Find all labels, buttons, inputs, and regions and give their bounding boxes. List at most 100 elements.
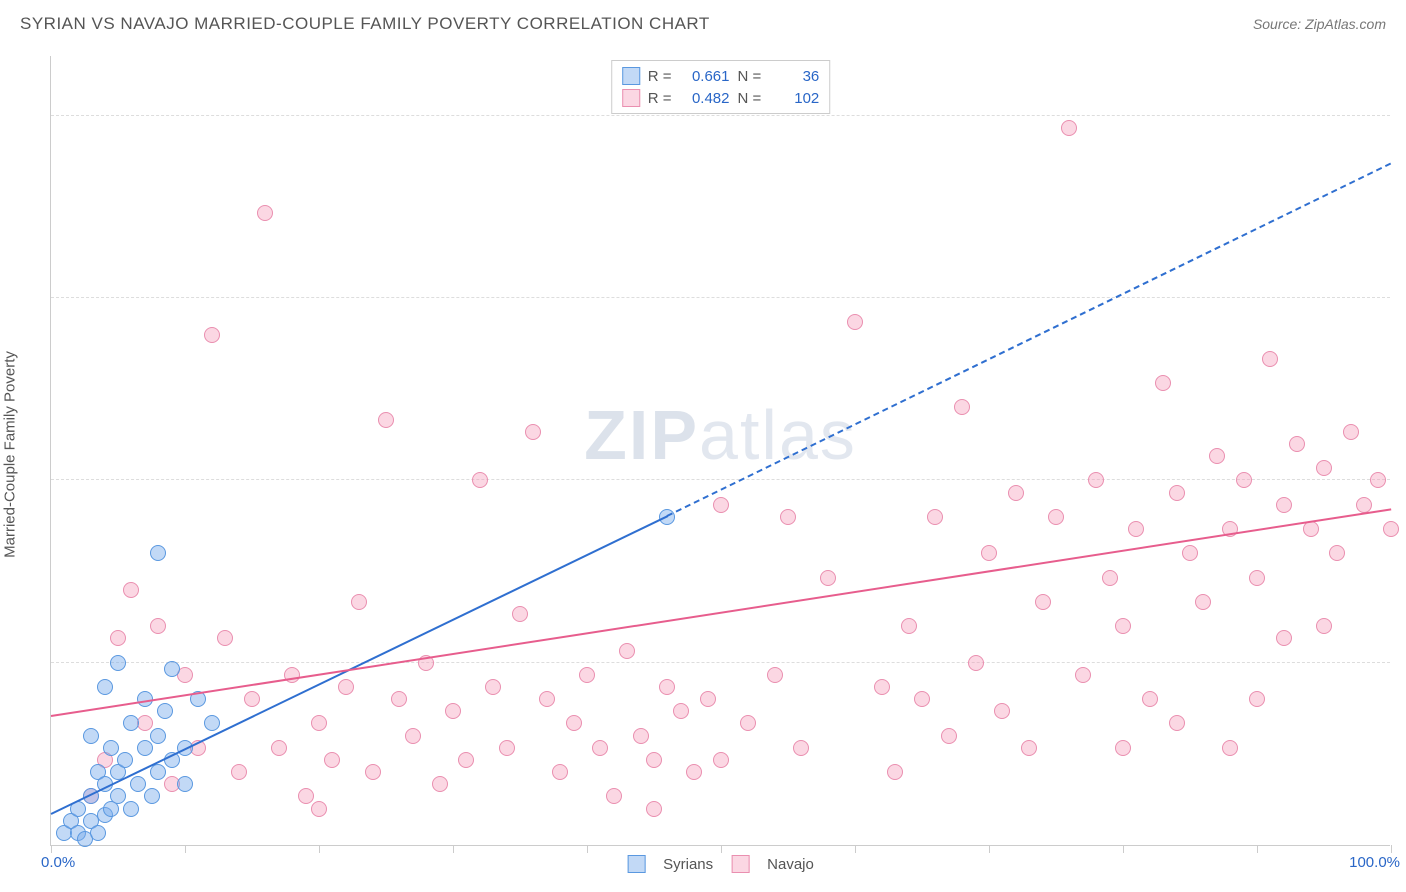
data-point [204,715,220,731]
data-point [713,497,729,513]
data-point [700,691,716,707]
data-point [338,679,354,695]
data-point [1115,740,1131,756]
data-point [1169,715,1185,731]
data-point [117,752,133,768]
data-point [432,776,448,792]
data-point [1209,448,1225,464]
data-point [311,715,327,731]
data-point [1343,424,1359,440]
gridline-h [51,662,1390,663]
data-point [103,740,119,756]
x-axis-max-label: 100.0% [1349,854,1400,871]
x-tick [453,845,454,853]
x-tick [855,845,856,853]
data-point [1262,351,1278,367]
y-tick-label: 60.0% [1400,90,1406,107]
data-point [874,679,890,695]
data-point [1115,618,1131,634]
legend-label-syrians: Syrians [663,856,713,873]
gridline-h [51,115,1390,116]
stat-n-value-syrians: 36 [769,68,819,85]
data-point [512,606,528,622]
data-point [1061,120,1077,136]
y-tick-label: 30.0% [1400,455,1406,472]
legend-bottom: Syrians Navajo [627,855,814,873]
data-point [365,764,381,780]
trend-line-extrapolated [667,162,1391,516]
data-point [164,661,180,677]
data-point [1195,594,1211,610]
y-tick-label: 15.0% [1400,637,1406,654]
data-point [941,728,957,744]
legend-swatch-syrians [627,855,645,873]
data-point [686,764,702,780]
data-point [123,582,139,598]
data-point [123,715,139,731]
data-point [231,764,247,780]
data-point [767,667,783,683]
data-point [1276,630,1292,646]
data-point [351,594,367,610]
data-point [1289,436,1305,452]
data-point [499,740,515,756]
data-point [157,703,173,719]
stat-r-value-syrians: 0.661 [680,68,730,85]
data-point [1316,460,1332,476]
legend-label-navajo: Navajo [767,856,814,873]
data-point [1142,691,1158,707]
data-point [1249,570,1265,586]
gridline-h [51,479,1390,480]
data-point [1316,618,1332,634]
data-point [257,205,273,221]
swatch-syrians [622,67,640,85]
stats-row-navajo: R = 0.482 N = 102 [622,87,820,109]
data-point [968,655,984,671]
source-attribution: Source: ZipAtlas.com [1253,16,1386,32]
x-tick [51,845,52,853]
x-tick [721,845,722,853]
data-point [150,618,166,634]
data-point [445,703,461,719]
data-point [1383,521,1399,537]
data-point [646,801,662,817]
data-point [405,728,421,744]
data-point [1035,594,1051,610]
x-tick [1123,845,1124,853]
data-point [378,412,394,428]
x-tick [989,845,990,853]
data-point [130,776,146,792]
data-point [324,752,340,768]
data-point [90,825,106,841]
data-point [994,703,1010,719]
data-point [780,509,796,525]
data-point [1370,472,1386,488]
data-point [1021,740,1037,756]
scatter-chart: ZIPatlas R = 0.661 N = 36 R = 0.482 N = … [50,56,1390,846]
data-point [673,703,689,719]
gridline-h [51,297,1390,298]
stats-row-syrians: R = 0.661 N = 36 [622,65,820,87]
data-point [271,740,287,756]
data-point [150,764,166,780]
chart-title: SYRIAN VS NAVAJO MARRIED-COUPLE FAMILY P… [20,14,710,34]
data-point [391,691,407,707]
data-point [1276,497,1292,513]
data-point [123,801,139,817]
data-point [244,691,260,707]
correlation-stats-box: R = 0.661 N = 36 R = 0.482 N = 102 [611,60,831,114]
data-point [847,314,863,330]
data-point [606,788,622,804]
y-tick-label: 45.0% [1400,273,1406,290]
data-point [887,764,903,780]
data-point [592,740,608,756]
data-point [1088,472,1104,488]
stat-r-value-navajo: 0.482 [680,90,730,107]
data-point [633,728,649,744]
data-point [1222,740,1238,756]
data-point [659,679,675,695]
data-point [740,715,756,731]
data-point [793,740,809,756]
y-axis-title: Married-Couple Family Poverty [2,351,19,558]
data-point [1356,497,1372,513]
